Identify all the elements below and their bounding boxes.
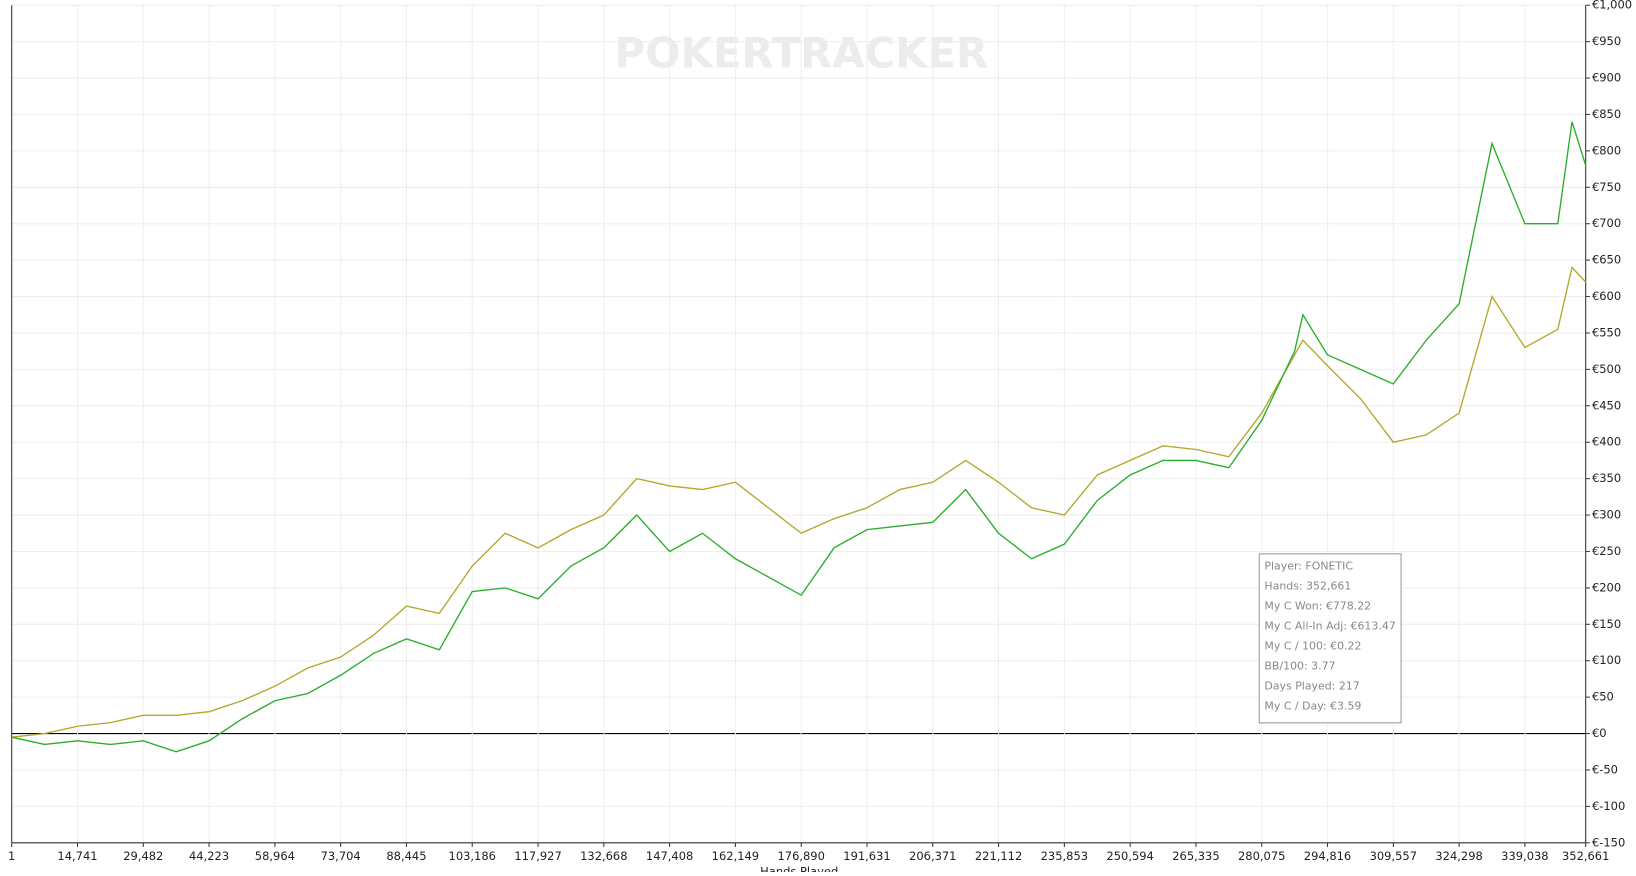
y-tick-label: €350 xyxy=(1592,471,1621,485)
series-line xyxy=(11,121,1587,753)
x-tick-label: 191,631 xyxy=(843,849,890,863)
y-tick-label: €500 xyxy=(1592,362,1621,376)
x-tick-label: 250,594 xyxy=(1106,849,1153,863)
tooltip-line: BB/100: 3.77 xyxy=(1264,660,1335,673)
tooltip-line: Hands: 352,661 xyxy=(1264,579,1351,592)
x-tick-label: 339,038 xyxy=(1501,849,1548,863)
x-tick-label: 162,149 xyxy=(712,849,759,863)
x-tick-label: 29,482 xyxy=(123,849,163,863)
x-tick-label: 44,223 xyxy=(189,849,229,863)
y-tick-label: €450 xyxy=(1592,398,1621,412)
y-tick-label: €-150 xyxy=(1592,835,1625,849)
y-tick-label: €250 xyxy=(1592,544,1621,558)
y-tick-label: €-100 xyxy=(1592,799,1625,813)
tooltip-box xyxy=(1258,553,1402,724)
y-tick-label: €0 xyxy=(1592,726,1607,740)
x-tick-label: 103,186 xyxy=(449,849,496,863)
x-tick-label: 14,741 xyxy=(57,849,97,863)
x-tick-label: 309,557 xyxy=(1370,849,1417,863)
y-tick-label: €700 xyxy=(1592,216,1621,230)
x-tick-label: 1 xyxy=(8,849,15,863)
x-tick-label: 352,661 xyxy=(1562,849,1609,863)
x-tick-label: 73,704 xyxy=(321,849,361,863)
x-tick-label: 265,335 xyxy=(1172,849,1219,863)
y-tick-label: €400 xyxy=(1592,435,1621,449)
y-tick-label: €300 xyxy=(1592,508,1621,522)
y-tick-label: €600 xyxy=(1592,289,1621,303)
series-line xyxy=(11,266,1587,738)
y-tick-label: €200 xyxy=(1592,580,1621,594)
x-tick-label: 206,371 xyxy=(909,849,956,863)
x-axis-label: Hands Played xyxy=(760,865,838,873)
y-tick-label: €150 xyxy=(1592,617,1621,631)
y-tick-label: €1,000 xyxy=(1592,0,1632,12)
y-tick-label: €650 xyxy=(1592,253,1621,267)
y-tick-label: €50 xyxy=(1592,690,1614,704)
y-tick-label: €550 xyxy=(1592,325,1621,339)
y-tick-label: €850 xyxy=(1592,107,1621,121)
x-tick-label: 221,112 xyxy=(975,849,1022,863)
y-tick-label: €-50 xyxy=(1592,762,1618,776)
x-tick-label: 235,853 xyxy=(1041,849,1088,863)
x-tick-label: 132,668 xyxy=(580,849,627,863)
x-tick-label: 294,816 xyxy=(1304,849,1351,863)
y-tick-label: €950 xyxy=(1592,34,1621,48)
tooltip-line: Player: FONETIC xyxy=(1264,559,1353,572)
tooltip-line: Days Played: 217 xyxy=(1264,680,1359,693)
y-tick-label: €900 xyxy=(1592,71,1621,85)
x-tick-label: 117,927 xyxy=(514,849,561,863)
x-tick-label: 88,445 xyxy=(386,849,426,863)
tooltip-line: My C Won: €778.22 xyxy=(1264,599,1371,612)
y-tick-label: €800 xyxy=(1592,143,1621,157)
tooltip-line: My C / 100: €0.22 xyxy=(1264,639,1361,652)
x-tick-label: 280,075 xyxy=(1238,849,1285,863)
x-tick-label: 176,890 xyxy=(777,849,824,863)
y-tick-label: €100 xyxy=(1592,653,1621,667)
x-tick-label: 58,964 xyxy=(255,849,295,863)
tooltip-line: My C / Day: €3.59 xyxy=(1264,700,1361,713)
x-tick-label: 147,408 xyxy=(646,849,693,863)
tooltip: Player: FONETIC Hands: 352,661 My C Won: €… xyxy=(1258,553,1402,724)
y-tick-label: €750 xyxy=(1592,180,1621,194)
tooltip-line: My C All-In Adj: €613.47 xyxy=(1264,619,1395,632)
x-tick-label: 324,298 xyxy=(1435,849,1482,863)
